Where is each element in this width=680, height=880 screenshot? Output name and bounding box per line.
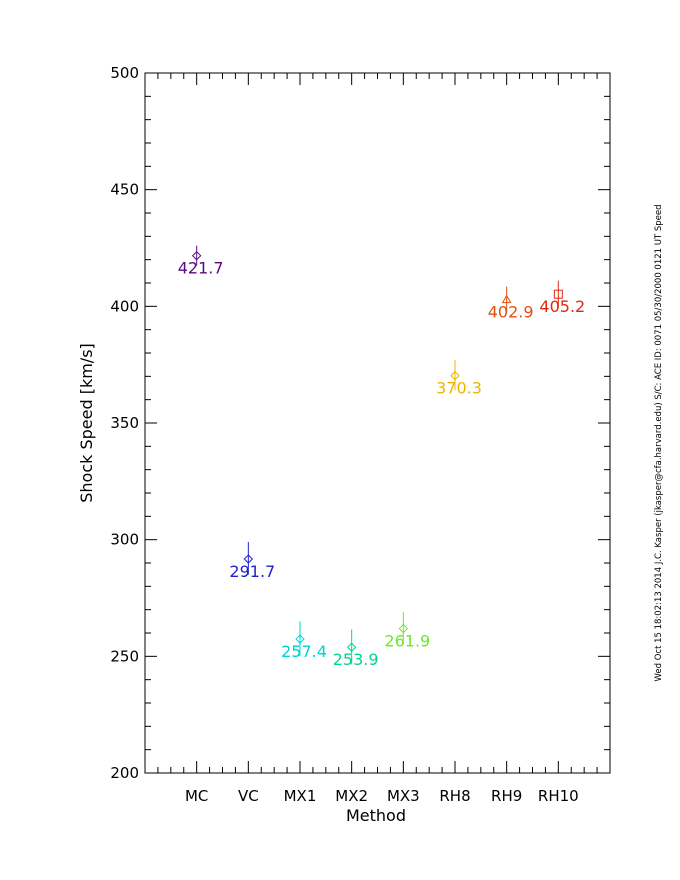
diamond-marker bbox=[295, 634, 305, 644]
axis-ticks bbox=[145, 72, 610, 774]
y-tick-labels: 200 250 300 350 400 450 500 bbox=[110, 64, 139, 782]
data-label: 405.2 bbox=[539, 297, 585, 316]
x-tick-label: MX1 bbox=[284, 787, 317, 805]
data-label: 402.9 bbox=[488, 303, 534, 322]
diamond-marker bbox=[450, 370, 460, 381]
y-tick-label: 450 bbox=[110, 181, 139, 199]
data-label: 253.9 bbox=[333, 650, 379, 669]
x-axis-title: Method bbox=[346, 806, 406, 825]
triangle-marker bbox=[501, 294, 512, 304]
y-tick-label: 400 bbox=[110, 297, 139, 315]
x-tick-labels: MC VC MX1 MX2 MX3 RH8 RH9 RH10 bbox=[185, 787, 579, 805]
y-tick-label: 350 bbox=[110, 414, 139, 432]
x-tick-label: VC bbox=[238, 787, 259, 805]
diamond-marker bbox=[398, 623, 409, 634]
diamond-marker bbox=[191, 250, 202, 261]
diamond-marker bbox=[346, 642, 357, 652]
data-label: 257.4 bbox=[281, 642, 327, 661]
data-label: 370.3 bbox=[436, 379, 482, 398]
y-tick-label: 250 bbox=[110, 647, 139, 665]
x-tick-label: RH10 bbox=[538, 787, 579, 805]
data-label: 291.7 bbox=[229, 562, 275, 581]
y-tick-label: 500 bbox=[110, 64, 139, 82]
x-tick-label: MC bbox=[185, 787, 208, 805]
side-note: Wed Oct 15 18:02:13 2014 J.C. Kasper (jk… bbox=[654, 204, 664, 681]
x-tick-label: MX2 bbox=[335, 787, 368, 805]
x-tick-label: RH9 bbox=[491, 787, 522, 805]
y-axis-title: Shock Speed [km/s] bbox=[77, 343, 96, 503]
y-tick-label: 300 bbox=[110, 531, 139, 549]
data-label: 421.7 bbox=[178, 259, 224, 278]
data-points: 421.7 291.7 257.4 253.9 261.9 370.3 402.9 405.2 bbox=[178, 245, 585, 669]
x-tick-label: MX3 bbox=[387, 787, 420, 805]
diamond-marker bbox=[243, 554, 254, 564]
y-tick-label: 200 bbox=[110, 764, 139, 782]
data-label: 261.9 bbox=[384, 632, 430, 651]
square-marker bbox=[553, 289, 563, 299]
x-tick-label: RH8 bbox=[439, 787, 470, 805]
